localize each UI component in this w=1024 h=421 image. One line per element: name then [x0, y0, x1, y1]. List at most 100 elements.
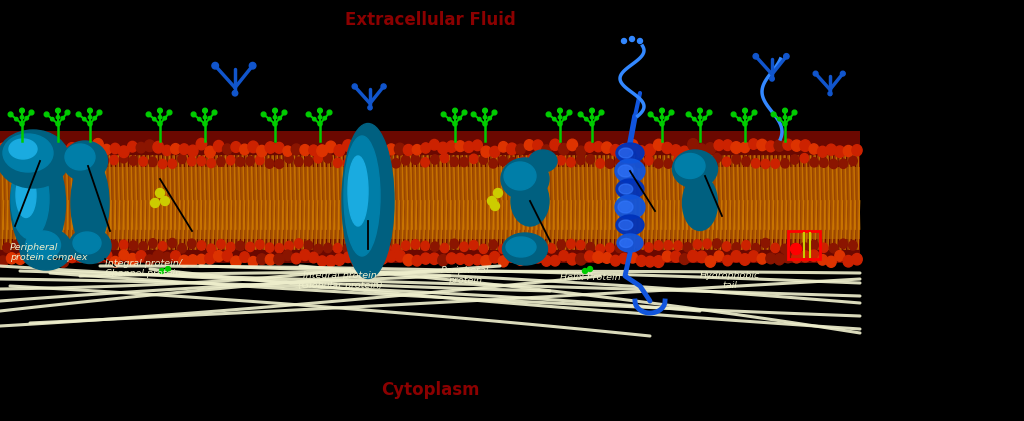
Ellipse shape [780, 244, 790, 253]
Ellipse shape [362, 244, 371, 253]
Ellipse shape [214, 250, 223, 261]
Ellipse shape [653, 256, 664, 267]
Circle shape [669, 110, 674, 115]
Circle shape [212, 62, 218, 69]
Circle shape [261, 112, 266, 117]
Ellipse shape [317, 256, 327, 266]
Ellipse shape [61, 159, 70, 168]
Ellipse shape [159, 159, 167, 168]
Circle shape [563, 117, 566, 120]
Circle shape [203, 122, 207, 126]
Circle shape [654, 117, 658, 121]
Ellipse shape [761, 159, 770, 168]
Ellipse shape [653, 139, 664, 150]
Circle shape [272, 108, 278, 113]
Ellipse shape [119, 250, 129, 260]
Ellipse shape [240, 252, 250, 262]
Ellipse shape [610, 144, 621, 156]
Ellipse shape [490, 202, 500, 210]
Ellipse shape [324, 243, 332, 253]
Circle shape [88, 115, 92, 119]
Ellipse shape [139, 242, 147, 251]
Ellipse shape [585, 251, 595, 261]
Ellipse shape [205, 253, 215, 264]
Ellipse shape [542, 256, 551, 266]
Circle shape [204, 115, 207, 119]
Ellipse shape [507, 251, 517, 262]
Ellipse shape [620, 253, 629, 264]
Ellipse shape [800, 251, 810, 262]
Circle shape [590, 122, 594, 126]
Ellipse shape [671, 145, 681, 156]
Ellipse shape [674, 155, 682, 165]
Circle shape [622, 38, 627, 43]
Ellipse shape [473, 254, 482, 265]
Ellipse shape [575, 253, 587, 265]
Ellipse shape [844, 146, 853, 157]
Ellipse shape [178, 244, 186, 253]
Circle shape [158, 122, 162, 126]
Ellipse shape [58, 256, 69, 267]
Ellipse shape [248, 141, 258, 153]
Ellipse shape [849, 241, 857, 250]
Ellipse shape [265, 142, 275, 153]
Circle shape [273, 115, 276, 119]
Ellipse shape [343, 252, 353, 263]
Ellipse shape [187, 145, 198, 157]
Ellipse shape [451, 239, 459, 248]
Circle shape [323, 117, 327, 120]
Ellipse shape [304, 157, 312, 166]
Ellipse shape [360, 256, 370, 266]
Circle shape [558, 108, 562, 113]
Ellipse shape [644, 156, 653, 165]
Ellipse shape [464, 255, 474, 266]
Ellipse shape [51, 241, 59, 250]
Circle shape [482, 108, 487, 113]
Ellipse shape [334, 158, 342, 168]
Ellipse shape [392, 159, 400, 168]
Ellipse shape [90, 244, 98, 253]
Ellipse shape [530, 198, 540, 208]
Ellipse shape [460, 157, 468, 167]
Circle shape [731, 112, 736, 117]
Ellipse shape [713, 239, 721, 248]
Ellipse shape [826, 144, 837, 155]
Ellipse shape [566, 157, 575, 167]
Circle shape [88, 108, 92, 113]
Circle shape [692, 117, 696, 121]
Circle shape [249, 62, 256, 69]
Ellipse shape [817, 255, 827, 265]
Ellipse shape [645, 256, 655, 267]
Circle shape [66, 110, 70, 115]
Ellipse shape [382, 155, 390, 164]
Ellipse shape [800, 154, 809, 163]
Ellipse shape [628, 140, 638, 151]
Ellipse shape [849, 156, 857, 165]
Ellipse shape [567, 253, 578, 265]
Circle shape [19, 108, 25, 113]
Circle shape [93, 117, 96, 120]
Circle shape [793, 110, 797, 115]
Ellipse shape [6, 253, 16, 264]
Ellipse shape [723, 140, 732, 151]
Ellipse shape [644, 144, 655, 156]
Ellipse shape [791, 155, 799, 164]
Ellipse shape [529, 150, 557, 172]
Ellipse shape [550, 139, 560, 150]
Ellipse shape [819, 243, 828, 253]
Ellipse shape [835, 250, 845, 261]
Ellipse shape [518, 157, 526, 166]
Ellipse shape [446, 253, 457, 264]
Circle shape [493, 110, 497, 115]
Ellipse shape [342, 123, 394, 279]
Ellipse shape [207, 244, 215, 253]
Ellipse shape [558, 144, 569, 155]
Ellipse shape [197, 139, 207, 150]
Circle shape [553, 117, 556, 121]
Circle shape [368, 106, 372, 110]
Ellipse shape [412, 155, 420, 164]
Ellipse shape [136, 142, 145, 153]
Ellipse shape [25, 141, 34, 152]
Circle shape [737, 117, 741, 121]
Ellipse shape [470, 154, 478, 163]
